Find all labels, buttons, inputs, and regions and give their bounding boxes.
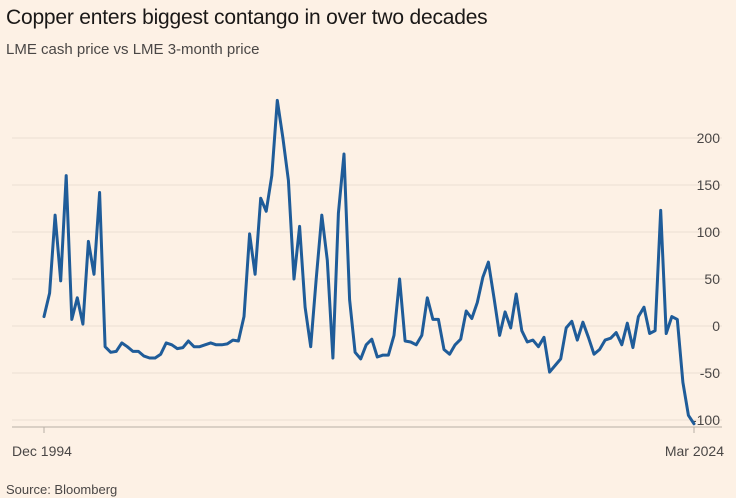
- x-tick-label-end: Mar 2024: [665, 443, 724, 459]
- y-axis-ticks: -100 -50 0 50 100 150 200: [43, 130, 721, 433]
- series-line: [42, 98, 696, 426]
- y-tick-label: 200: [697, 130, 721, 146]
- gridlines: [12, 137, 722, 421]
- y-tick-label: 50: [704, 271, 720, 287]
- y-tick-label: -100: [692, 412, 720, 428]
- y-tick-label: 0: [712, 318, 720, 334]
- chart-title: Copper enters biggest contango in over t…: [6, 6, 488, 29]
- chart-subtitle: LME cash price vs LME 3-month price: [6, 41, 260, 58]
- source-note: Source: Bloomberg: [6, 482, 118, 497]
- x-tick-label-start: Dec 1994: [12, 443, 72, 459]
- y-tick-label: 100: [697, 224, 721, 240]
- y-tick-label: -50: [700, 365, 720, 381]
- y-tick-label: 150: [697, 177, 721, 193]
